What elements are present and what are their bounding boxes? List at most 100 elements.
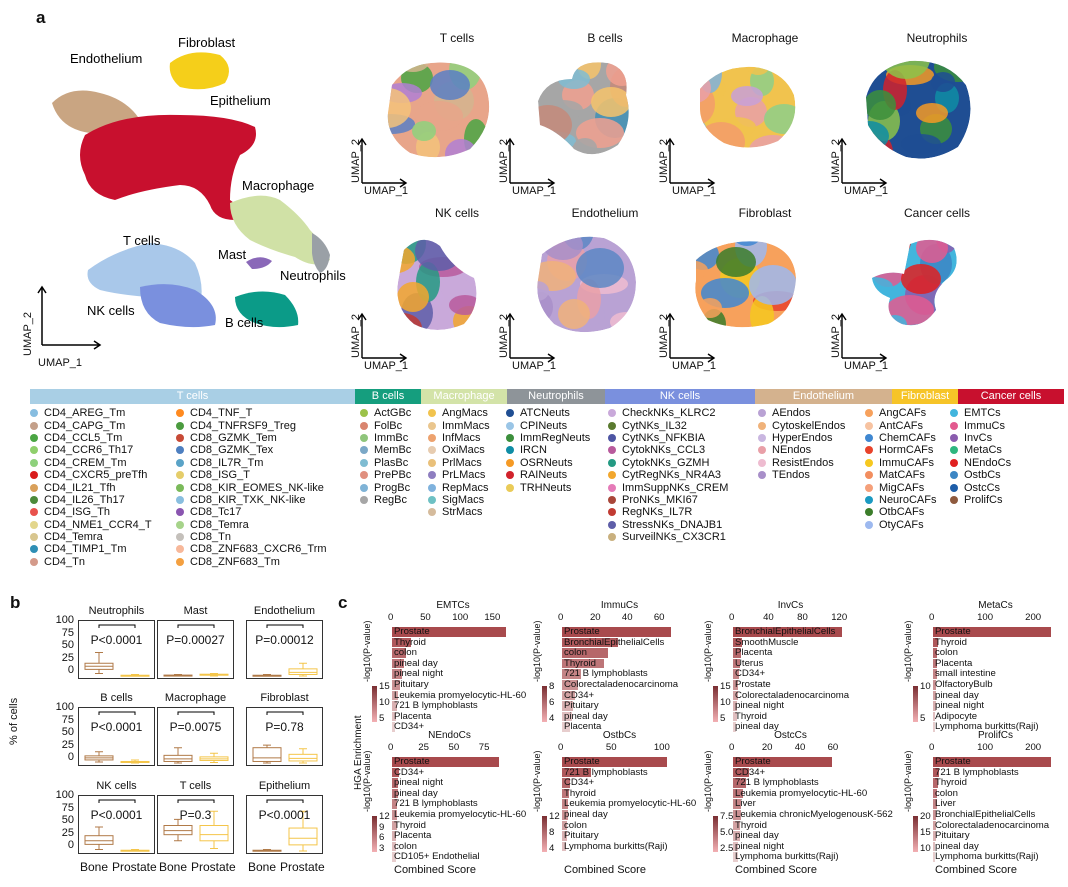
enrichment-term: colon — [935, 647, 958, 659]
enrichment-xtick: 20 — [589, 612, 601, 623]
enrichment-bar — [562, 648, 609, 658]
label-bcells: B cells — [225, 315, 264, 330]
legend-dot — [865, 508, 873, 517]
enrichment-bar — [392, 799, 397, 809]
sub-umap-title-fibroblast: Fibroblast — [738, 206, 792, 220]
legend-dot — [608, 409, 616, 418]
legend-dot — [950, 409, 958, 418]
panel-letter-a: a — [36, 8, 46, 27]
legend-label: ImmBc — [374, 431, 409, 444]
enrichment-bar — [933, 831, 936, 841]
enrichment-term: Prostate — [394, 756, 430, 767]
boxplot-panel-endothelium: P=0.00012 — [246, 620, 323, 679]
legend-dot — [30, 446, 38, 455]
legend-label: EMTCs — [964, 407, 1001, 420]
enrichment-bar — [562, 637, 618, 648]
legend-label: InfMacs — [442, 431, 481, 444]
legend-label: OtyCAFs — [879, 518, 924, 531]
legend-dot — [950, 471, 958, 480]
enrichment-colorbar-tick: 7.5 — [720, 811, 734, 822]
legend-column: AEndos CytoskelEndos HyperEndos NEndos Resis… — [758, 407, 845, 481]
cluster-nkcells — [140, 284, 216, 328]
sub-umap-macrophage — [665, 66, 796, 188]
legend-label: CD4_IL21_Tfh — [44, 481, 116, 494]
enrichment-xtick: 60 — [827, 742, 839, 753]
enrichment-colorbar — [713, 816, 718, 852]
legend-item: ActGBc — [360, 407, 411, 419]
legend-item: CytRegNKs_NR4A3 — [608, 469, 728, 481]
enrichment-colorbar — [542, 686, 547, 722]
legend-item: OSRNeuts — [506, 457, 590, 469]
enrichment-term: Lymphoma burkitts(Raji) — [564, 840, 668, 852]
sub-umap-ylabel-b-cells: UMAP_2 — [498, 138, 510, 183]
legend-label: CD4_CAPG_Tm — [44, 419, 126, 432]
legend-item: CD8_KIR_TXK_NK-like — [176, 494, 327, 506]
legend-item: HyperEndos — [758, 432, 845, 444]
legend-dot — [608, 495, 616, 504]
legend-dot — [865, 458, 873, 467]
legend-label: RegBc — [374, 493, 408, 506]
enrichment-term: pineal night — [735, 840, 785, 852]
enrichment-bar — [933, 767, 939, 778]
enrichment-xtick: 75 — [478, 742, 490, 753]
legend-dot — [506, 458, 514, 467]
sub-umap-title-nk-cells: NK cells — [434, 206, 479, 220]
boxplot-title-nk-cells: NK cells — [96, 780, 137, 792]
enrichment-bar — [733, 757, 832, 767]
enrichment-term: Thyroid — [935, 777, 967, 789]
sub-umap-xlabel-fibroblast: UMAP_1 — [672, 360, 717, 372]
legend-item: NEndoCs — [950, 457, 1011, 469]
enrichment-title-immucs: ImmuCs — [600, 600, 639, 611]
boxplot-panel-neutrophils: P<0.0001 — [78, 620, 155, 679]
legend-label: CD4_IL26_Th17 — [44, 493, 125, 506]
enrichment-title-ostccs: OstcCs — [774, 730, 807, 741]
enrichment-bar — [933, 778, 938, 788]
legend-column: CD4_TNF_T CD4_TNFRSF9_Treg CD8_GZMK_Tem CD8… — [176, 407, 327, 568]
sub-umap-title-neutrophils: Neutrophils — [906, 31, 968, 45]
legend-dot — [360, 483, 368, 492]
legend-label: MetaCs — [964, 444, 1002, 457]
cluster-mast — [246, 257, 272, 269]
legend-dot — [30, 471, 38, 480]
sub-umap-title-b-cells: B cells — [587, 31, 623, 45]
legend-item: AEndos — [758, 407, 845, 419]
legend-item: PrLMacs — [428, 469, 490, 481]
box-bone — [84, 751, 114, 763]
boxplot-xlabel: Bone — [248, 860, 277, 874]
enrichment-bar — [392, 852, 396, 862]
enrichment-term: CD34+ — [735, 766, 766, 778]
label-neutrophils: Neutrophils — [280, 268, 346, 283]
enrichment-term: Thyroid — [394, 819, 426, 831]
legend-item: ImmSuppNKs_CREM — [608, 481, 729, 494]
enrichment-colorbar-title: -log10(P-value) — [532, 750, 542, 812]
enrichment-term: Pituitary — [394, 679, 429, 690]
enrichment-xtick: 100 — [977, 612, 994, 623]
enrichment-colorbar-tick: 5 — [379, 713, 385, 724]
cluster-macrophage — [230, 195, 330, 265]
enrichment-term: 721 B lymphoblasts — [735, 777, 819, 789]
legend-dot — [758, 446, 766, 455]
panel-letter-c: c — [338, 593, 348, 612]
enrichment-colorbar — [372, 686, 377, 722]
enrichment-bar — [933, 788, 938, 799]
enrichment-term: Leukemia promyelocytic-HL-60 — [394, 809, 527, 820]
boxplot-title-neutrophils: Neutrophils — [88, 605, 145, 617]
legend-header-endothelium: Endothelium — [755, 389, 892, 404]
enrichment-term: Thyroid — [394, 636, 426, 648]
legend-label: StressNKs_DNAJB1 — [622, 518, 723, 531]
legend-label: ImmSuppNKs_CREM — [622, 481, 729, 494]
legend-label: CheckNKs_KLRC2 — [622, 407, 716, 420]
sub-umap-ylabel-fibroblast: UMAP_2 — [658, 313, 670, 358]
legend-dot — [950, 495, 958, 504]
enrichment-term: Adipocyte — [935, 710, 978, 722]
legend-dot — [176, 545, 184, 554]
enrichment-term: pineal day — [935, 689, 979, 701]
legend-item: ImmBc — [360, 432, 411, 444]
legend-dot — [608, 458, 616, 467]
legend-item: RegNKs_IL7R — [608, 506, 728, 518]
legend-item: ProlifCs — [950, 494, 1011, 506]
enrichment-term: BronchialEpithelialCells — [935, 809, 1036, 820]
legend-dot — [950, 433, 958, 442]
legend-item: CytNKs_NFKBIA — [608, 432, 728, 444]
enrichment-term: Lymphoma burkitts(Raji) — [735, 851, 839, 863]
